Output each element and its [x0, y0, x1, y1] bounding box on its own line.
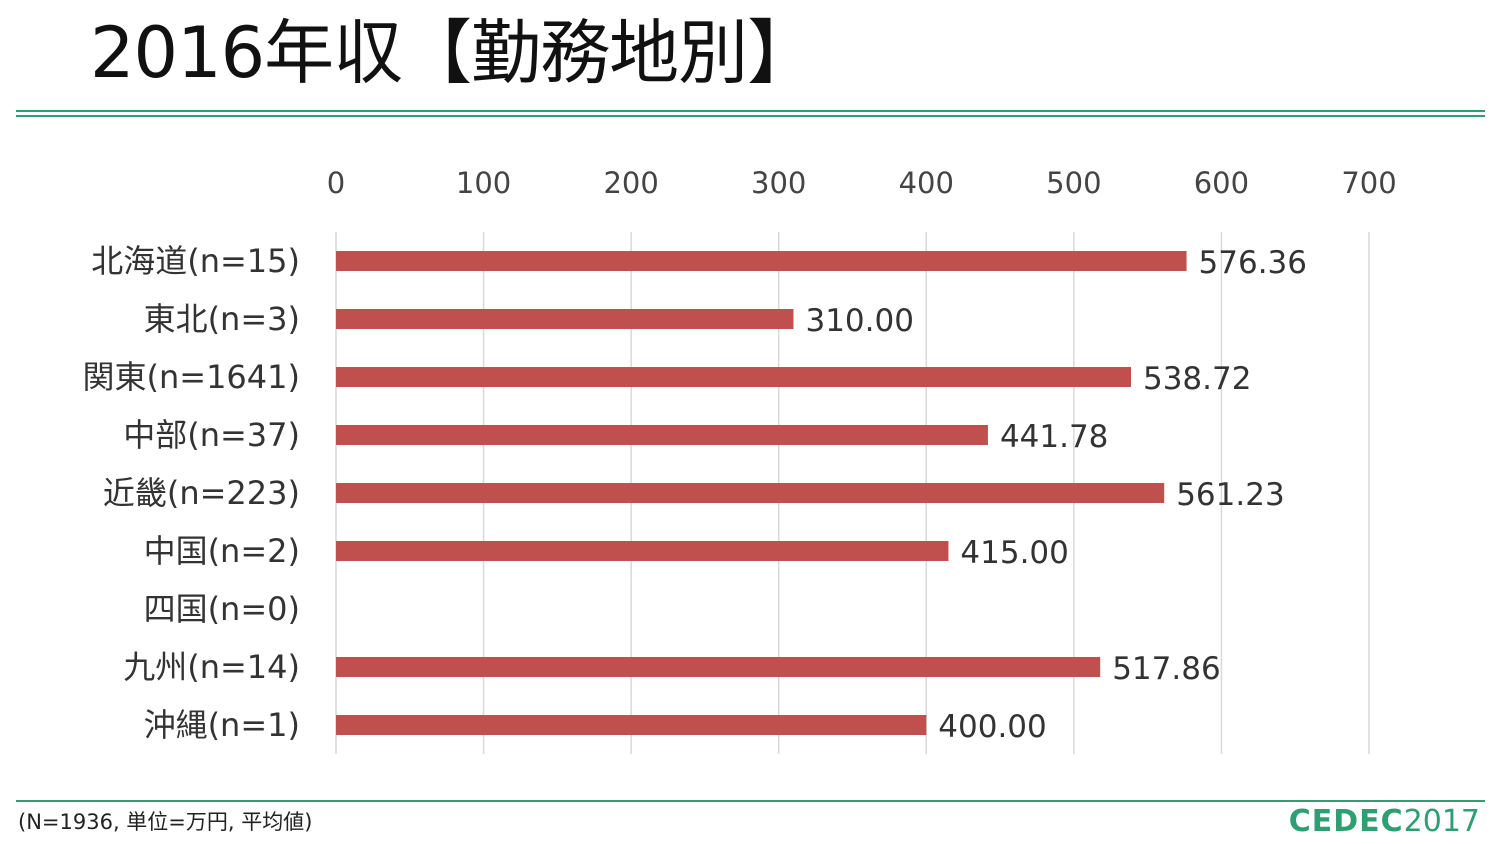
category-label: 中国(n=2)	[144, 532, 300, 570]
bar	[336, 657, 1101, 677]
category-label: 沖縄(n=1)	[144, 706, 300, 744]
bar	[336, 483, 1165, 503]
footer-divider-line	[16, 800, 1485, 802]
x-tick-label: 300	[751, 166, 806, 200]
data-label: 441.78	[1000, 419, 1108, 455]
title-divider-line-inner	[16, 115, 1485, 117]
x-tick-label: 500	[1046, 166, 1101, 200]
category-labels: 北海道(n=15) 東北(n=3) 関東(n=1641) 中部(n=37) 近畿(n=2…	[82, 242, 300, 744]
data-label: 310.00	[805, 303, 913, 339]
category-label: 東北(n=3)	[144, 300, 300, 338]
bar	[336, 309, 794, 329]
cedec-logo: CEDEC2017	[1289, 804, 1480, 839]
data-labels: 576.36 310.00 538.72 441.78 561.23 415.00 517.…	[805, 245, 1307, 745]
data-label: 538.72	[1143, 361, 1251, 397]
x-tick-label: 400	[899, 166, 954, 200]
bar	[336, 251, 1187, 271]
x-tick-label: 600	[1194, 166, 1249, 200]
logo-text: CEDEC	[1288, 804, 1404, 839]
footnote: (N=1936, 単位=万円, 平均値)	[18, 810, 313, 834]
x-tick-label: 700	[1341, 166, 1396, 200]
category-label: 中部(n=37)	[123, 416, 300, 454]
bar	[336, 367, 1131, 387]
data-label: 517.86	[1112, 651, 1220, 687]
category-label: 関東(n=1641)	[82, 358, 300, 396]
x-tick-label: 100	[456, 166, 511, 200]
data-label: 561.23	[1176, 477, 1284, 513]
category-label: 九州(n=14)	[123, 648, 300, 686]
data-label: 576.36	[1199, 245, 1307, 281]
x-tick-label: 0	[327, 166, 345, 200]
bar	[336, 425, 988, 445]
data-label: 415.00	[960, 535, 1068, 571]
bar	[336, 541, 949, 561]
logo-year: 2017	[1403, 804, 1480, 839]
category-label: 近畿(n=223)	[103, 474, 300, 512]
x-tick-label: 200	[603, 166, 658, 200]
bar	[336, 715, 927, 735]
x-axis-ticks: 0 100 200 300 400 500 600 700	[327, 166, 1397, 200]
bars	[336, 251, 1187, 735]
data-label: 400.00	[938, 709, 1046, 745]
category-label: 四国(n=0)	[144, 590, 300, 628]
page-title: 2016年収【勤務地別】	[90, 12, 817, 94]
title-divider-line	[16, 110, 1485, 112]
category-label: 北海道(n=15)	[91, 242, 300, 280]
